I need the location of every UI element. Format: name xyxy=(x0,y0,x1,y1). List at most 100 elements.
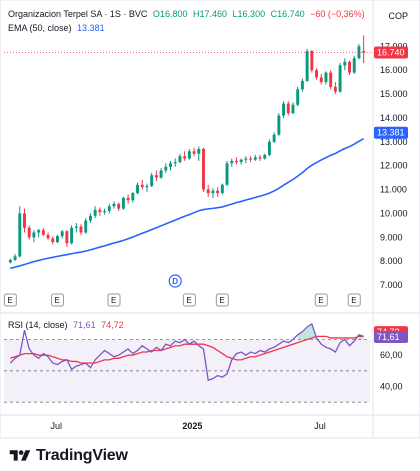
candle-body[interactable] xyxy=(348,61,351,73)
candle-body[interactable] xyxy=(239,159,243,163)
candle-body[interactable] xyxy=(291,104,295,114)
candle-body[interactable] xyxy=(37,230,41,233)
candle-body[interactable] xyxy=(27,227,31,238)
candle-body[interactable] xyxy=(263,154,267,159)
candle-body[interactable] xyxy=(173,162,177,164)
candle-body[interactable] xyxy=(136,184,139,194)
brand[interactable]: TradingView xyxy=(9,447,128,465)
candle-body[interactable] xyxy=(8,259,12,263)
candle-body[interactable] xyxy=(296,89,300,105)
candle-body[interactable] xyxy=(362,51,366,53)
candle-body[interactable] xyxy=(277,115,281,135)
candle-body[interactable] xyxy=(211,190,215,194)
candle-body[interactable] xyxy=(98,209,102,213)
candle-body[interactable] xyxy=(178,156,182,163)
candle-body[interactable] xyxy=(220,184,224,194)
candle-body[interactable] xyxy=(244,158,248,160)
earnings-marker[interactable] xyxy=(347,293,361,307)
candle-body[interactable] xyxy=(164,166,168,171)
candle-body[interactable] xyxy=(272,134,276,142)
ema-label[interactable]: EMA (50, close) xyxy=(8,23,72,33)
symbol-title[interactable]: Organizacion Terpel SA · 1S · BVC xyxy=(8,9,148,19)
candle-body[interactable] xyxy=(225,163,229,185)
rsi-line[interactable] xyxy=(9,322,364,382)
candle-body[interactable] xyxy=(107,206,111,212)
candle-body[interactable] xyxy=(112,203,116,207)
rsi-label[interactable]: RSI (14, close) xyxy=(8,320,68,330)
candle-body[interactable] xyxy=(202,148,205,190)
rsi-ma-line[interactable] xyxy=(10,335,364,364)
candle-body[interactable] xyxy=(150,175,154,186)
candle-body[interactable] xyxy=(216,190,220,194)
candle-body[interactable] xyxy=(145,185,149,188)
candle-body[interactable] xyxy=(60,231,64,237)
candle-body[interactable] xyxy=(121,197,125,209)
candle-body[interactable] xyxy=(230,160,234,164)
candle-body[interactable] xyxy=(13,256,17,260)
candle-body[interactable] xyxy=(235,160,238,163)
earnings-marker[interactable] xyxy=(107,293,121,307)
ohlc-open-label: O xyxy=(152,9,160,19)
candle-body[interactable] xyxy=(329,72,333,87)
candle-body[interactable] xyxy=(187,151,191,159)
candle-body[interactable] xyxy=(267,141,271,155)
candle-body[interactable] xyxy=(253,157,257,160)
candle-body[interactable] xyxy=(131,193,135,201)
candle-body[interactable] xyxy=(103,211,107,213)
candle-body[interactable] xyxy=(305,51,309,81)
candle-body[interactable] xyxy=(70,227,74,244)
candle-body[interactable] xyxy=(88,215,92,221)
candle-body[interactable] xyxy=(324,72,328,83)
candle-body[interactable] xyxy=(282,103,286,116)
earnings-marker[interactable] xyxy=(215,293,229,307)
candle-body[interactable] xyxy=(51,238,55,243)
ema-line[interactable] xyxy=(10,137,365,270)
candle-body[interactable] xyxy=(23,213,26,228)
candle-body[interactable] xyxy=(93,209,97,216)
candle-body[interactable] xyxy=(183,156,187,159)
candle-body[interactable] xyxy=(126,197,130,201)
candle-body[interactable] xyxy=(286,103,290,114)
candle-body[interactable] xyxy=(56,236,59,243)
earnings-marker[interactable] xyxy=(182,293,196,307)
earnings-marker[interactable] xyxy=(50,293,64,307)
candle-body[interactable] xyxy=(319,77,323,83)
candle-body[interactable] xyxy=(65,231,69,244)
candle-body[interactable] xyxy=(333,86,337,92)
candle-body[interactable] xyxy=(46,234,50,239)
ohlc-low-label: L xyxy=(232,9,238,19)
ema-legend: EMA (50, close) 13.381 xyxy=(8,23,108,33)
dividend-marker[interactable] xyxy=(168,274,182,288)
earnings-marker[interactable] xyxy=(314,293,328,307)
price-axis-tick: 11.000 xyxy=(380,185,407,195)
candle-body[interactable] xyxy=(249,158,253,160)
candle-body[interactable] xyxy=(343,61,347,66)
candle-body[interactable] xyxy=(258,157,262,159)
candle-body[interactable] xyxy=(338,65,342,92)
candle-body[interactable] xyxy=(159,170,163,178)
candle-body[interactable] xyxy=(197,148,201,154)
candle-body[interactable] xyxy=(79,226,83,233)
candle-body[interactable] xyxy=(352,58,356,73)
candle-body[interactable] xyxy=(140,184,144,188)
candle-body[interactable] xyxy=(310,51,314,71)
candle-body[interactable] xyxy=(169,163,172,167)
candle-body[interactable] xyxy=(117,203,121,209)
dividend-marker-label: D xyxy=(172,277,178,286)
price-axis-tick: 15.000 xyxy=(380,89,408,99)
candle-body[interactable] xyxy=(154,175,158,178)
candle-body[interactable] xyxy=(300,80,304,90)
candle-body[interactable] xyxy=(315,70,318,78)
rsi-overbought-fill xyxy=(297,323,317,340)
price-axis-tick: 13.000 xyxy=(380,137,408,147)
candle-body[interactable] xyxy=(18,213,22,257)
candle-body[interactable] xyxy=(74,226,78,228)
candle-body[interactable] xyxy=(84,220,88,233)
candle-body[interactable] xyxy=(206,189,210,194)
earnings-marker[interactable] xyxy=(3,293,17,307)
candle-body[interactable] xyxy=(41,230,45,235)
price-axis-tick: 17.000 xyxy=(380,41,408,51)
candle-body[interactable] xyxy=(192,151,196,154)
candle-body[interactable] xyxy=(32,232,36,238)
